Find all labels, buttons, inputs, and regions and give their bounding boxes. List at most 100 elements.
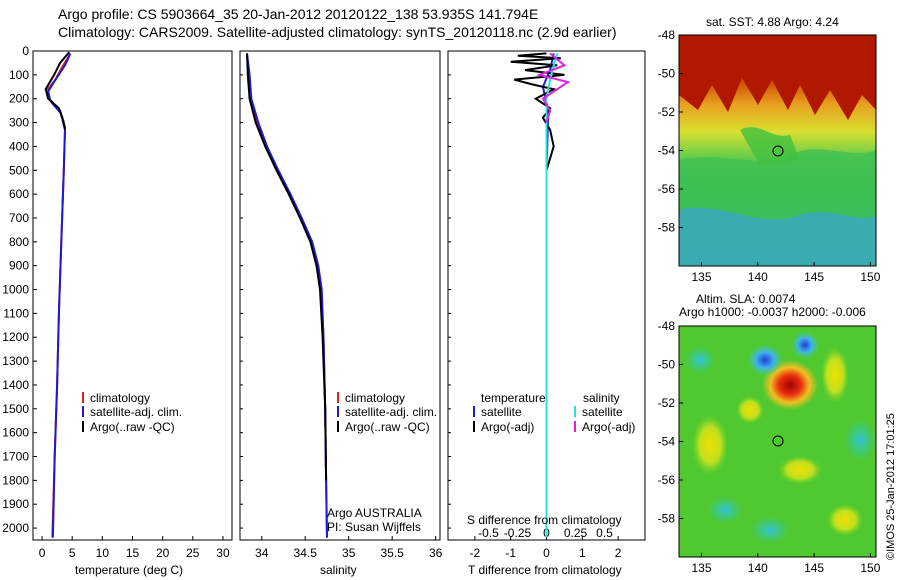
- y-tick-label: 1700: [2, 450, 29, 464]
- map-y-tick-label: -52: [658, 105, 676, 119]
- x-tick-label: 1: [579, 546, 586, 560]
- y-tick-label: 100: [9, 68, 29, 82]
- diff-legend-temp-satellite: satellite: [473, 405, 522, 419]
- diff-legend-temp-heading: temperature: [481, 391, 546, 405]
- y-tick-label: 800: [9, 235, 29, 249]
- salinity-panel: 34 34.5 35 35.5 36: [239, 50, 443, 560]
- sst-map: [678, 34, 877, 267]
- diff-legend-temp-satellite-label: satellite: [481, 405, 522, 419]
- panel-frame: [239, 50, 441, 541]
- x-tick-label: 20: [156, 546, 170, 560]
- sla-map-title-2: Argo h1000: -0.0037 h2000: -0.006: [679, 305, 866, 319]
- difference-panel: -2 -1 0 1 2-0.5 -0.25 0 0.25 0.5: [447, 50, 646, 560]
- y-tick-label: 1800: [2, 473, 29, 487]
- diff-legend-temp-argo: Argo(-adj): [473, 420, 534, 434]
- salinity-annotation-1: Argo AUSTRALIA: [327, 506, 422, 520]
- map-y-tick-label: -56: [658, 473, 676, 487]
- y-tick-label: 400: [9, 139, 29, 153]
- x-tick-label: 25: [186, 546, 200, 560]
- temp-legend-satellite: satellite-adj. clim.: [82, 405, 182, 419]
- sal-legend-argo: Argo(..raw -QC): [337, 420, 430, 434]
- map-y-tick-label: -50: [658, 358, 676, 372]
- map-y-tick-label: -58: [658, 512, 676, 526]
- map-y-tick-label: -50: [658, 67, 676, 81]
- sst-map-title: sat. SST: 4.88 Argo: 4.24: [706, 15, 839, 29]
- sla-map: [678, 325, 877, 558]
- y-tick-label: 600: [9, 187, 29, 201]
- sal-legend-climatology-label: climatology: [345, 391, 406, 405]
- diff-legend-temp-argo-label: Argo(-adj): [481, 420, 535, 434]
- x-tick-label: 15: [126, 546, 140, 560]
- temp-legend-satellite-label: satellite-adj. clim.: [90, 405, 183, 419]
- map-x-tick-label: 135: [691, 561, 711, 575]
- diff-legend-sal-argo: Argo(-adj): [574, 420, 635, 434]
- y-tick-label: 700: [9, 211, 29, 225]
- temp-legend-climatology: climatology: [82, 391, 150, 405]
- panel-frame: [32, 50, 233, 541]
- map-x-tick-label: 150: [860, 270, 880, 284]
- map-y-tick-label: -54: [658, 435, 676, 449]
- sal-legend-argo-label: Argo(..raw -QC): [345, 420, 430, 434]
- y-tick-label: 1300: [2, 354, 29, 368]
- sla-map-title-1: Altim. SLA: 0.0074: [696, 292, 796, 306]
- series-s-argo-adj-: [535, 52, 571, 123]
- map-x-tick-label: 145: [804, 270, 824, 284]
- map-x-tick-label: 135: [691, 270, 711, 284]
- temp-legend-argo: Argo(..raw -QC): [82, 420, 175, 434]
- map-y-tick-label: -48: [658, 28, 676, 42]
- salinity-annotation-2: PI: Susan Wijffels: [327, 520, 421, 534]
- imos-credit: ©IMOS 25-Jan-2012 17:01:25: [885, 413, 897, 560]
- title-line-1: Argo profile: CS 5903664_35 20-Jan-2012 …: [58, 6, 539, 22]
- y-tick-label: 1100: [3, 306, 29, 320]
- x-tick-label: 34: [255, 546, 269, 560]
- sal-legend-climatology: climatology: [337, 391, 405, 405]
- s-tick-label: 0.5: [596, 526, 613, 540]
- y-tick-label: 1900: [2, 497, 29, 511]
- sal-legend-satellite: satellite-adj. clim.: [337, 405, 437, 419]
- y-tick-label: 1500: [2, 402, 29, 416]
- map-y-tick-label: -48: [658, 319, 676, 333]
- y-tick-label: 1400: [2, 378, 29, 392]
- x-tick-label: 2: [615, 546, 622, 560]
- x-tick-label: -1: [505, 546, 516, 560]
- title-line-2: Climatology: CARS2009. Satellite-adjuste…: [58, 24, 617, 40]
- y-tick-label: 1000: [2, 283, 29, 297]
- diff-legend-sal-argo-label: Argo(-adj): [582, 420, 636, 434]
- x-tick-label: 0: [543, 546, 550, 560]
- series-argo-raw-qc-: [44, 51, 70, 130]
- x-tick-label: 35.5: [380, 546, 404, 560]
- y-tick-label: 300: [9, 116, 29, 130]
- y-tick-label: 1200: [2, 330, 29, 344]
- diff-legend-sal-satellite: satellite: [574, 405, 623, 419]
- map-x-tick-label: 150: [860, 561, 880, 575]
- difference-xlabel: T difference from climatology: [468, 563, 622, 577]
- y-tick-label: 900: [9, 259, 29, 273]
- map-y-tick-label: -58: [658, 221, 676, 235]
- x-tick-label: 30: [216, 546, 230, 560]
- map-y-tick-label: -52: [658, 396, 676, 410]
- x-tick-label: -2: [470, 546, 481, 560]
- y-tick-label: 500: [9, 163, 29, 177]
- map-x-tick-label: 140: [748, 270, 768, 284]
- temp-legend-argo-label: Argo(..raw -QC): [90, 420, 175, 434]
- series-s-satellite: [545, 53, 559, 538]
- x-tick-label: 0: [39, 546, 46, 560]
- map-x-tick-label: 140: [748, 561, 768, 575]
- x-tick-label: 35: [342, 546, 356, 560]
- y-tick-label: 200: [9, 92, 29, 106]
- map-x-tick-label: 145: [804, 561, 824, 575]
- diff-legend-sal-heading: salinity: [583, 391, 620, 405]
- x-tick-label: 5: [69, 546, 76, 560]
- map-y-tick-label: -54: [658, 144, 676, 158]
- y-tick-label: 2000: [2, 521, 29, 535]
- x-tick-label: 10: [96, 546, 110, 560]
- temperature-xlabel: temperature (deg C): [75, 563, 184, 577]
- series-argo-raw-qc-: [246, 53, 328, 481]
- x-tick-label: 34.5: [294, 546, 318, 560]
- sal-legend-satellite-label: satellite-adj. clim.: [345, 405, 438, 419]
- sla-argo-marker: [772, 435, 784, 447]
- temperature-panel: 0 5 10 15 20 25 300100200300400500600700800900…: [2, 44, 233, 560]
- s-tick-label: -0.5: [478, 526, 499, 540]
- y-tick-label: 0: [22, 44, 29, 58]
